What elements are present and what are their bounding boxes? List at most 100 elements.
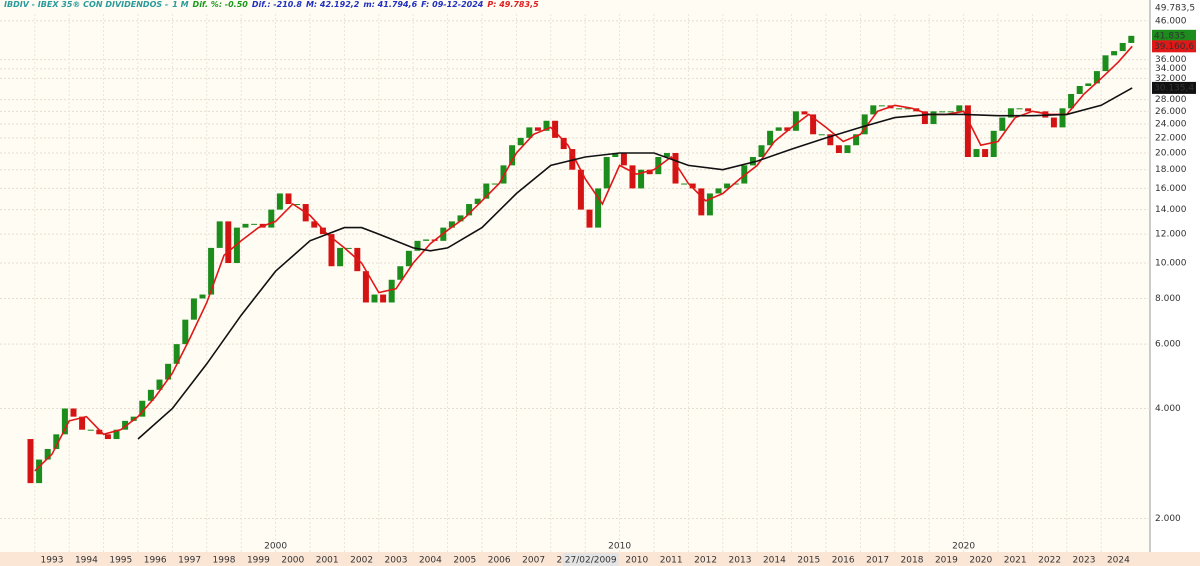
candle xyxy=(939,111,946,113)
last-close-tag: 41.835 xyxy=(1154,31,1186,41)
candle xyxy=(173,344,180,364)
candle xyxy=(285,193,292,205)
x-tick-label: 2016 xyxy=(832,556,855,566)
x-tick-label: 1997 xyxy=(178,556,201,566)
ma-line xyxy=(34,45,1133,472)
y-tick-label: 32.000 xyxy=(1155,74,1187,84)
y-tick-label: 14.000 xyxy=(1155,205,1187,215)
candle xyxy=(1025,108,1032,112)
y-tick-label: 2.000 xyxy=(1155,514,1181,524)
candle xyxy=(122,420,129,430)
candle xyxy=(749,157,756,166)
candle xyxy=(1059,108,1066,128)
candle xyxy=(337,247,344,267)
y-tick-label: 46.000 xyxy=(1155,16,1187,26)
candle xyxy=(216,221,223,248)
header-part: Dif.: -210.8 xyxy=(252,0,303,9)
candle xyxy=(1007,108,1014,118)
candle xyxy=(964,105,971,158)
x-tick-label: 2015 xyxy=(797,556,820,566)
decade-label: 2000 xyxy=(264,542,287,552)
ma-line xyxy=(137,87,1133,440)
candle xyxy=(225,221,232,264)
candle xyxy=(835,145,842,153)
candle xyxy=(61,408,68,435)
x-tick-label: 2013 xyxy=(729,556,752,566)
x-tick-label: 2019 xyxy=(935,556,958,566)
candle xyxy=(380,294,387,303)
y-tick-label: 8.000 xyxy=(1155,294,1181,304)
candle xyxy=(311,221,318,228)
candle xyxy=(792,111,799,131)
candle xyxy=(1076,85,1083,94)
candle xyxy=(896,108,903,110)
y-tick-label: 16.000 xyxy=(1155,184,1187,194)
candle xyxy=(242,223,249,228)
x-tick-label: 1994 xyxy=(75,556,98,566)
candle xyxy=(36,459,43,484)
x-tick-label: 2023 xyxy=(1073,556,1096,566)
candle xyxy=(1093,71,1100,84)
decade-label: 2010 xyxy=(608,542,631,552)
candle xyxy=(612,152,619,158)
candle xyxy=(904,108,911,110)
candle xyxy=(319,227,326,235)
candle xyxy=(251,223,258,225)
candle xyxy=(982,149,989,158)
decade-label: 2020 xyxy=(952,542,975,552)
plot-background xyxy=(0,0,1150,552)
candle xyxy=(577,169,584,210)
header-part: Dif. %: -0.50 xyxy=(193,0,249,9)
candle xyxy=(457,215,464,222)
candle xyxy=(113,429,120,440)
x-tick-label: 2006 xyxy=(488,556,511,566)
candle xyxy=(595,188,602,228)
x-tick-label: 2011 xyxy=(660,556,683,566)
candle xyxy=(921,111,928,125)
candle xyxy=(629,165,636,189)
candle xyxy=(801,111,808,115)
candle xyxy=(96,429,103,435)
candle xyxy=(491,183,498,185)
header: IBDIV - IBEX 35® CON DIVIDENDOS - 1 M Dif.… xyxy=(4,0,539,9)
ma-tag: 30.135,4 xyxy=(1154,83,1194,93)
candle xyxy=(930,111,937,125)
x-tick-label: 2018 xyxy=(901,556,924,566)
candle xyxy=(362,271,369,303)
x-tick-label: 2020 xyxy=(969,556,992,566)
candle xyxy=(818,134,825,136)
x-tick-label: 2010 xyxy=(625,556,648,566)
x-tick-label: 1995 xyxy=(109,556,132,566)
candle xyxy=(853,134,860,146)
x-tick-label: 1996 xyxy=(144,556,167,566)
candle xyxy=(990,130,997,158)
candle xyxy=(1128,35,1135,43)
candle xyxy=(139,400,146,417)
candle xyxy=(810,114,817,135)
x-tick-label: 2002 xyxy=(350,556,373,566)
candle xyxy=(517,137,524,146)
candle xyxy=(1119,42,1126,52)
candle xyxy=(87,429,94,431)
candle xyxy=(147,389,154,401)
candle xyxy=(165,363,172,380)
candle xyxy=(1102,55,1109,72)
candle xyxy=(844,145,851,153)
candle xyxy=(371,294,378,303)
candle xyxy=(474,198,481,205)
candle xyxy=(423,239,430,241)
candle xyxy=(190,298,197,320)
candle xyxy=(663,152,670,158)
candle xyxy=(27,439,34,484)
candle xyxy=(44,448,51,460)
ma-tag-box xyxy=(1152,40,1196,53)
candle xyxy=(698,188,705,216)
candle xyxy=(870,105,877,115)
candle xyxy=(104,434,111,440)
x-tick-label: 2007 xyxy=(522,556,545,566)
y-tick-label: 22.000 xyxy=(1155,133,1187,143)
header-part: P: 49.783,5 xyxy=(487,0,539,9)
candle xyxy=(208,247,215,295)
candle xyxy=(827,134,834,146)
